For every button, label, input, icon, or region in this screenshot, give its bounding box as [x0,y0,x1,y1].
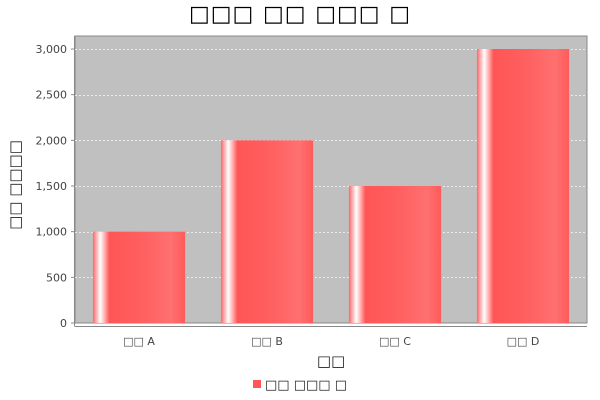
x-axis-label: □□ [316,352,346,370]
y-tick-label: 2,000 [36,134,68,147]
legend-swatch [253,380,262,388]
bar [220,140,314,323]
legend: □□ □□□ □ [0,378,600,393]
bars [92,49,570,323]
bar [348,186,442,323]
y-tick-label: 500 [46,271,67,284]
bar [92,231,186,323]
bar [476,49,570,323]
x-tick-label: □□ A [123,335,155,348]
axes [71,36,587,327]
x-tick-label: □□ B [251,335,283,348]
y-tick-label: 3,000 [36,43,68,56]
grid-lines [75,49,587,278]
y-tick-label: 1,500 [36,180,68,193]
y-axis-label-wrap: □□ □□□□ [4,120,26,250]
y-tick-label: 0 [60,317,67,330]
y-axis-label: □□ □□□□ [6,140,24,230]
legend-label: □□ □□□ □ [265,378,347,393]
y-tick-label: 2,500 [36,89,68,102]
y-tick-labels: 0 500 1,000 1,500 2,000 2,500 3,000 [36,43,68,330]
y-tick-label: 1,000 [36,226,68,239]
x-tick-label: □□ D [507,335,540,348]
x-tick-labels: □□ A □□ B □□ C □□ D [123,335,539,348]
chart-title: □□□ □□ □□□ □ [188,2,412,27]
x-tick-label: □□ C [379,335,411,348]
